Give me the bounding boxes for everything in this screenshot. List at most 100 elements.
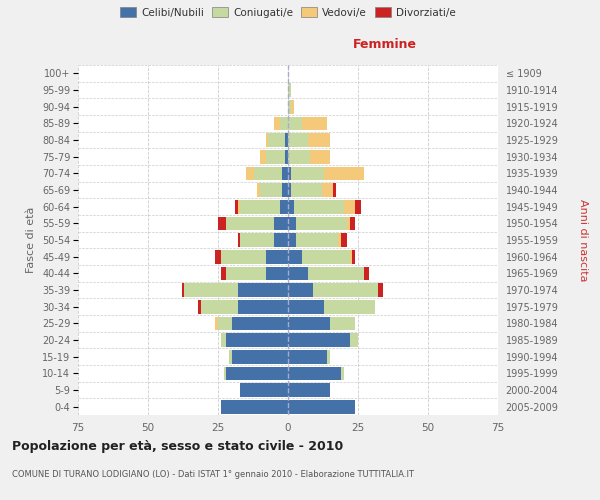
Bar (313, 283, 377, 297)
Bar (291, 100, 293, 114)
Bar (330, 316, 355, 330)
Bar (274, 233, 288, 247)
Bar (355, 200, 361, 213)
Bar (238, 200, 241, 213)
Bar (285, 150, 288, 164)
Bar (221, 333, 226, 347)
Text: Femmine: Femmine (353, 38, 416, 51)
Bar (218, 316, 232, 330)
Bar (296, 233, 338, 247)
Bar (266, 250, 288, 264)
Bar (274, 116, 280, 130)
Bar (288, 116, 302, 130)
Bar (344, 200, 355, 213)
Bar (296, 216, 347, 230)
Bar (283, 183, 288, 197)
Bar (226, 333, 288, 347)
Bar (288, 150, 310, 164)
Bar (325, 300, 375, 314)
Bar (293, 200, 344, 213)
Bar (246, 166, 254, 180)
Bar (274, 216, 288, 230)
Bar (288, 316, 330, 330)
Bar (201, 300, 238, 314)
Bar (308, 133, 330, 147)
Bar (232, 316, 288, 330)
Bar (215, 250, 221, 264)
Bar (377, 283, 383, 297)
Bar (288, 183, 291, 197)
Bar (288, 383, 330, 397)
Bar (241, 383, 288, 397)
Bar (224, 366, 226, 380)
Bar (238, 233, 241, 247)
Bar (238, 283, 288, 297)
Bar (347, 216, 350, 230)
Bar (283, 166, 288, 180)
Bar (254, 166, 283, 180)
Bar (288, 283, 313, 297)
Bar (241, 233, 274, 247)
Bar (325, 166, 364, 180)
Bar (215, 316, 218, 330)
Bar (260, 183, 283, 197)
Bar (288, 200, 293, 213)
Bar (288, 133, 308, 147)
Bar (288, 166, 291, 180)
Bar (338, 233, 341, 247)
Bar (288, 350, 327, 364)
Bar (291, 183, 322, 197)
Bar (285, 133, 288, 147)
Bar (352, 250, 355, 264)
Bar (288, 233, 296, 247)
Bar (350, 216, 355, 230)
Bar (288, 100, 291, 114)
Bar (226, 266, 266, 280)
Bar (268, 133, 285, 147)
Bar (229, 350, 232, 364)
Bar (199, 300, 201, 314)
Bar (350, 333, 358, 347)
Bar (184, 283, 238, 297)
Bar (238, 300, 288, 314)
Bar (266, 266, 288, 280)
Bar (235, 200, 238, 213)
Bar (327, 350, 330, 364)
Bar (288, 83, 291, 97)
Bar (280, 200, 288, 213)
Bar (226, 366, 288, 380)
Bar (364, 266, 369, 280)
Bar (288, 266, 308, 280)
Bar (291, 166, 325, 180)
Bar (182, 283, 184, 297)
Bar (310, 150, 330, 164)
Bar (218, 216, 226, 230)
Bar (241, 200, 280, 213)
Y-axis label: Anni di nascita: Anni di nascita (578, 198, 588, 281)
Bar (257, 183, 260, 197)
Bar (266, 150, 285, 164)
Bar (221, 400, 288, 413)
Bar (288, 333, 350, 347)
Bar (341, 366, 344, 380)
Bar (280, 116, 288, 130)
Bar (333, 183, 335, 197)
Bar (288, 216, 296, 230)
Bar (302, 250, 350, 264)
Bar (288, 366, 341, 380)
Bar (226, 216, 274, 230)
Bar (221, 266, 226, 280)
Text: Popolazione per età, sesso e stato civile - 2010: Popolazione per età, sesso e stato civil… (12, 440, 343, 453)
Bar (260, 150, 266, 164)
Bar (350, 250, 352, 264)
Bar (308, 266, 364, 280)
Bar (288, 400, 355, 413)
Y-axis label: Fasce di età: Fasce di età (26, 207, 37, 273)
Bar (221, 250, 266, 264)
Bar (266, 133, 268, 147)
Bar (232, 350, 288, 364)
Bar (288, 300, 325, 314)
Bar (341, 233, 347, 247)
Text: COMUNE DI TURANO LODIGIANO (LO) - Dati ISTAT 1° gennaio 2010 - Elaborazione TUTT: COMUNE DI TURANO LODIGIANO (LO) - Dati I… (12, 470, 414, 479)
Legend: Celibi/Nubili, Coniugati/e, Vedovi/e, Divorziati/e: Celibi/Nubili, Coniugati/e, Vedovi/e, Di… (118, 5, 458, 20)
